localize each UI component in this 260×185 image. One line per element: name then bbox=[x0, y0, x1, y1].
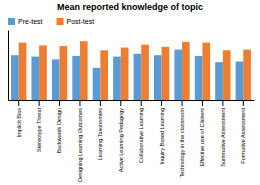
x-tick-label: Learning Taxonomies bbox=[97, 108, 103, 160]
chart: Mean reported knowledge of topic Pre-test… bbox=[0, 0, 260, 185]
bar bbox=[154, 55, 162, 100]
x-tick-mark bbox=[100, 100, 101, 106]
x-tick-label: Backwards Design bbox=[56, 108, 62, 154]
x-axis-line bbox=[9, 100, 255, 101]
bar bbox=[243, 50, 251, 100]
x-tick: Learning Taxonomies bbox=[97, 100, 103, 160]
bar bbox=[39, 45, 47, 100]
x-tick: Summative Assessment bbox=[220, 100, 226, 167]
bar bbox=[215, 62, 223, 100]
bar bbox=[52, 59, 60, 100]
bar bbox=[134, 54, 142, 100]
bar bbox=[121, 48, 129, 101]
x-tick-mark bbox=[222, 100, 223, 106]
bar bbox=[60, 46, 68, 100]
bar bbox=[195, 56, 203, 100]
x-tick: Backwards Design bbox=[56, 100, 62, 154]
legend-label: Post-test bbox=[67, 18, 95, 25]
x-axis: Implicit Bias Stereotype Threat Backwards … bbox=[9, 100, 255, 182]
bar bbox=[223, 50, 231, 100]
x-tick: Designing Learning Outcomes bbox=[77, 100, 83, 182]
x-tick-label: Technology in the classroom bbox=[179, 108, 185, 178]
x-tick-mark bbox=[59, 100, 60, 106]
bar bbox=[93, 68, 101, 100]
x-tick-mark bbox=[39, 100, 40, 106]
x-tick-label: Implicit Bias bbox=[16, 108, 22, 138]
x-tick: Collaborative Learning bbox=[138, 100, 144, 163]
bar bbox=[236, 62, 244, 101]
x-tick-mark bbox=[120, 100, 121, 106]
x-tick-label: Inquiry Based Learning bbox=[159, 108, 165, 165]
x-tick-label: Active Learning Pedagogy bbox=[118, 108, 124, 172]
bar bbox=[174, 50, 182, 100]
x-tick-mark bbox=[79, 100, 80, 106]
y-axis bbox=[8, 31, 9, 101]
x-tick-mark bbox=[202, 100, 203, 106]
x-tick-label: Summative Assessment bbox=[220, 108, 226, 167]
x-tick-label: Formative Assessment bbox=[240, 108, 246, 164]
x-tick: Stereotype Threat bbox=[36, 100, 42, 152]
legend-item: Pre-test bbox=[8, 18, 43, 25]
bar bbox=[11, 55, 19, 100]
legend: Pre-test Post-test bbox=[8, 18, 94, 25]
x-tick-mark bbox=[243, 100, 244, 106]
bar bbox=[31, 57, 39, 100]
legend-item: Post-test bbox=[57, 18, 95, 25]
x-tick-mark bbox=[182, 100, 183, 106]
x-tick-label: Effective use of Clickers bbox=[199, 108, 205, 167]
x-tick: Technology in the classroom bbox=[179, 100, 185, 177]
legend-label: Pre-test bbox=[18, 18, 43, 25]
bar bbox=[113, 57, 121, 100]
bars bbox=[11, 41, 251, 100]
bar bbox=[162, 47, 170, 100]
y-axis-line bbox=[8, 31, 9, 101]
x-tick: Implicit Bias bbox=[16, 100, 22, 137]
bar bbox=[100, 50, 108, 100]
x-tick-mark bbox=[141, 100, 142, 106]
bar bbox=[19, 43, 27, 100]
bar bbox=[80, 41, 88, 100]
bar bbox=[202, 43, 210, 100]
x-tick-mark bbox=[161, 100, 162, 106]
x-tick: Effective use of Clickers bbox=[199, 100, 205, 167]
x-tick-label: Stereotype Threat bbox=[36, 108, 42, 152]
x-tick-mark bbox=[18, 100, 19, 106]
plot bbox=[9, 31, 251, 101]
bar-series bbox=[19, 41, 251, 100]
x-tick: Inquiry Based Learning bbox=[159, 100, 165, 165]
x-tick: Formative Assessment bbox=[240, 100, 246, 164]
legend-swatch bbox=[57, 18, 64, 25]
bar bbox=[182, 42, 190, 100]
x-tick-label: Collaborative Learning bbox=[138, 108, 144, 163]
title: Mean reported knowledge of topic bbox=[57, 2, 203, 12]
x-tick-label: Designing Learning Outcomes bbox=[77, 108, 83, 182]
bar bbox=[141, 45, 149, 100]
legend-swatch bbox=[8, 18, 15, 25]
bar bbox=[72, 56, 80, 100]
x-tick: Active Learning Pedagogy bbox=[118, 100, 124, 172]
